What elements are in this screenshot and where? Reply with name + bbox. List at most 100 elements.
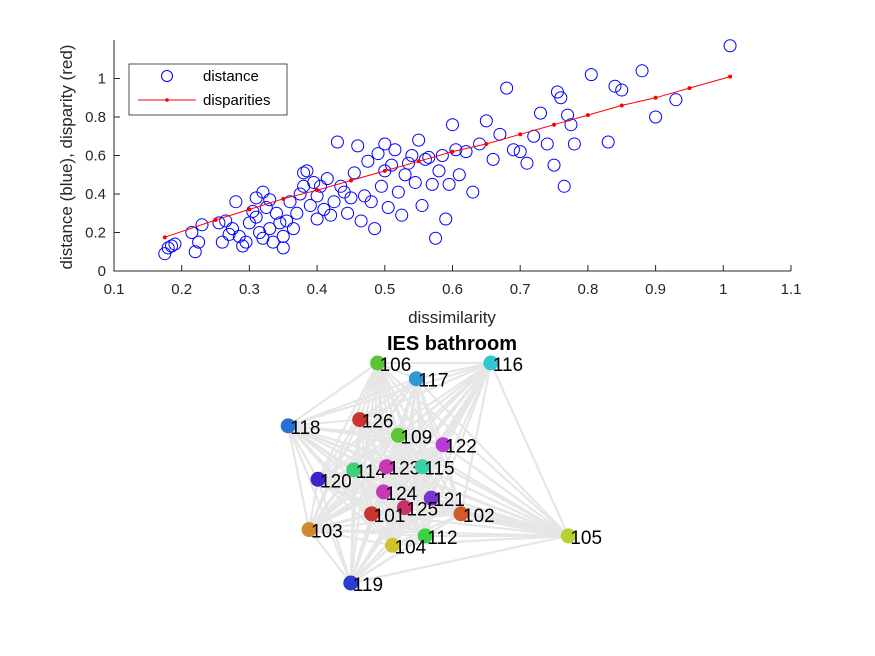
distance-point <box>554 91 568 105</box>
distance-point <box>547 158 561 172</box>
network-edge <box>421 466 462 515</box>
network-edge <box>307 479 320 530</box>
distance-point <box>418 152 432 166</box>
distance-point <box>378 137 392 151</box>
network-node <box>301 522 317 538</box>
network-node-label: 122 <box>445 437 477 458</box>
network-edge <box>317 418 361 480</box>
scatter-y-ticks: 0 0.2 0.4 0.6 0.8 1 <box>85 71 120 280</box>
network-edge <box>317 362 492 481</box>
scatter-y-axis-label: distance (blue), disparity (red) <box>57 45 76 270</box>
network-edge <box>317 434 399 481</box>
network-edge <box>308 512 372 531</box>
network-edge <box>308 528 393 547</box>
distance-point <box>354 214 368 228</box>
distance-point <box>557 179 571 193</box>
distance-point <box>412 133 426 147</box>
network-edge <box>287 377 417 427</box>
distance-point <box>310 212 324 226</box>
distance-point <box>280 214 294 228</box>
distance-point <box>374 179 388 193</box>
distance-point <box>371 147 385 161</box>
network-node-label: 102 <box>463 506 495 527</box>
network-edge <box>460 512 569 537</box>
network-node <box>417 528 433 544</box>
distance-point <box>534 106 548 120</box>
x-tick-label: 0.7 <box>510 281 531 298</box>
network-edge <box>349 466 424 584</box>
y-tick-label: 0.8 <box>85 109 106 126</box>
network-edge <box>371 512 569 537</box>
network-node-label: 116 <box>493 355 523 376</box>
distance-point <box>615 83 629 97</box>
network-edge <box>308 512 462 531</box>
distance-point <box>452 168 466 182</box>
network-node <box>560 528 576 544</box>
network-node <box>483 355 499 371</box>
network-edge <box>353 468 569 537</box>
network-title: IES bathroom <box>387 333 517 355</box>
distance-point <box>236 239 250 253</box>
legend-distance-marker <box>161 70 173 82</box>
y-tick-label: 0.2 <box>85 225 106 242</box>
distance-point <box>168 237 182 251</box>
network-node <box>414 459 430 475</box>
y-tick-label: 0.4 <box>85 186 106 203</box>
distance-point <box>381 200 395 214</box>
network-edge <box>308 469 355 531</box>
disparity-point <box>518 132 523 137</box>
network-node-label: 125 <box>406 500 438 521</box>
network-node <box>343 575 359 591</box>
x-tick-label: 0.4 <box>307 281 328 298</box>
disparity-point <box>585 113 590 118</box>
distance-point <box>165 239 179 253</box>
network-node <box>385 537 400 553</box>
network-node-label: 103 <box>311 522 343 543</box>
distance-point <box>368 222 382 236</box>
network-edge <box>317 465 423 481</box>
x-tick-label: 0.9 <box>645 281 666 298</box>
network-edge <box>308 490 385 531</box>
scatter-x-axis-label: dissimilarity <box>408 308 496 327</box>
distance-point <box>263 222 277 236</box>
x-tick-label: 0.8 <box>577 281 598 298</box>
network-node <box>453 506 469 522</box>
distance-point <box>307 175 321 189</box>
network-node <box>408 371 424 387</box>
distance-point <box>212 216 226 230</box>
distance-point <box>415 199 429 213</box>
network-edge <box>359 377 417 421</box>
distance-point <box>425 177 439 191</box>
network-edge <box>349 513 373 584</box>
distance-point <box>293 187 307 201</box>
network-edge <box>489 362 570 537</box>
network-edge <box>287 362 379 427</box>
distance-point <box>540 137 554 151</box>
disparity-point <box>552 122 557 127</box>
network-node-label: 124 <box>386 484 418 505</box>
distance-point <box>669 93 683 107</box>
disparity-point <box>247 207 252 212</box>
y-tick-label: 0 <box>98 263 106 280</box>
network-edge <box>415 377 570 537</box>
disparity-point <box>619 103 624 108</box>
distance-point <box>395 208 409 222</box>
network-node-label: 120 <box>320 471 352 492</box>
distance-point <box>283 195 297 209</box>
distance-point <box>266 235 280 249</box>
distance-point <box>185 226 199 239</box>
y-tick-label: 1 <box>98 71 106 88</box>
network-edge <box>308 528 352 584</box>
distance-point <box>239 235 253 249</box>
network-edge <box>287 361 492 427</box>
network-edge <box>359 361 492 421</box>
network-edge <box>382 491 394 546</box>
distance-point <box>286 222 300 236</box>
distance-point <box>723 39 737 53</box>
distance-point <box>429 231 443 245</box>
network-edge <box>430 497 569 537</box>
disparity-point <box>450 149 455 154</box>
network-node-label: 126 <box>362 412 394 433</box>
network-node-label: 115 <box>424 459 454 480</box>
